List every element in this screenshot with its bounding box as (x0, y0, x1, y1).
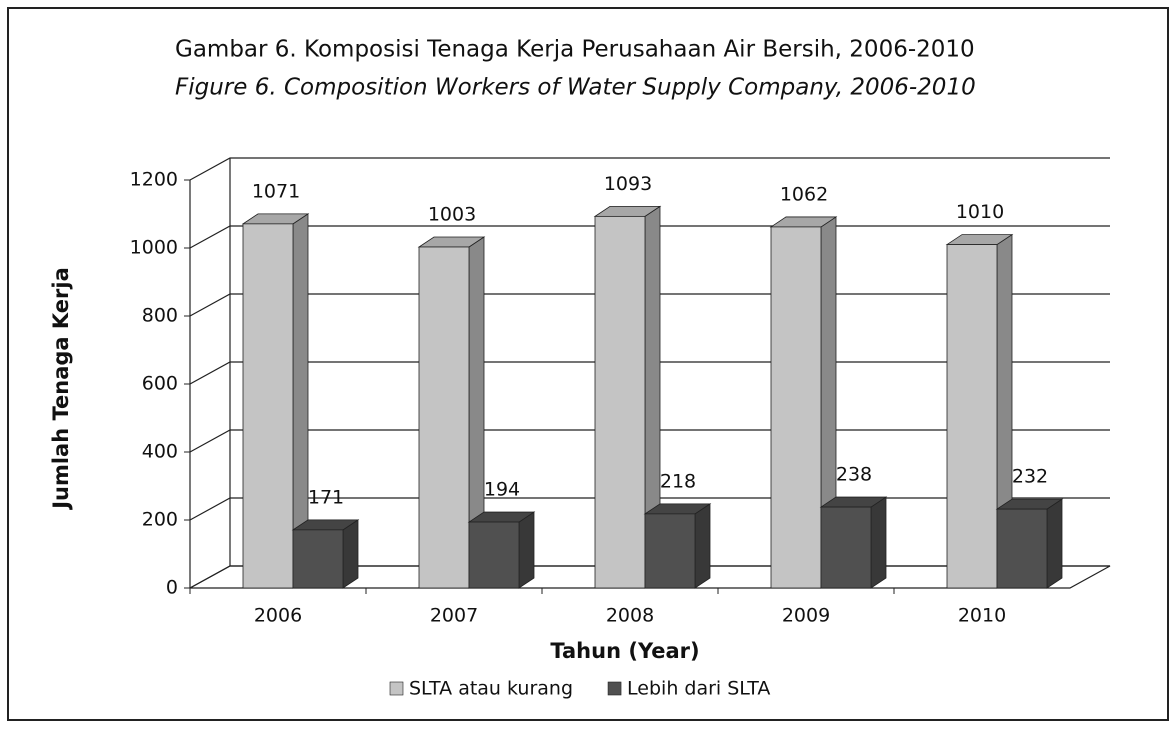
bar (644, 513, 696, 589)
legend-swatch (607, 681, 622, 696)
bar (946, 244, 998, 589)
bar (820, 506, 872, 589)
y-tick-label: 400 (142, 441, 178, 463)
value-label: 1093 (604, 173, 652, 195)
bar (594, 215, 646, 589)
bar-side (342, 519, 359, 589)
value-label: 1010 (956, 201, 1004, 223)
grid-line (189, 157, 1110, 181)
y-tick-label: 800 (142, 305, 178, 327)
bar (418, 246, 470, 589)
chart-subtitle: Figure 6. Composition Workers of Water S… (175, 75, 976, 101)
value-label: 1062 (780, 183, 828, 205)
value-label: 171 (308, 486, 344, 508)
value-label: 238 (836, 464, 872, 486)
value-label: 232 (1012, 466, 1048, 488)
legend-label: SLTA atau kurang (409, 678, 573, 700)
value-label: 218 (660, 470, 696, 492)
x-axis-label: Tahun (Year) (550, 639, 699, 663)
y-tick-label: 0 (166, 577, 178, 599)
x-tick-label: 2010 (958, 605, 1006, 627)
bar (770, 226, 822, 589)
y-tick-label: 1000 (130, 237, 178, 259)
y-tick-label: 600 (142, 373, 178, 395)
bar (996, 508, 1048, 589)
bar-side (1046, 498, 1063, 589)
bar-side (870, 496, 887, 589)
chart-title: Gambar 6. Komposisi Tenaga Kerja Perusah… (175, 37, 975, 63)
y-tick-label: 200 (142, 509, 178, 531)
y-axis-label: Jumlah Tenaga Kerja (49, 267, 73, 511)
bar-side (518, 511, 535, 589)
value-label: 194 (484, 479, 520, 501)
x-tick-label: 2008 (606, 605, 654, 627)
x-tick-label: 2006 (254, 605, 302, 627)
bar (292, 529, 344, 589)
x-tick-label: 2009 (782, 605, 830, 627)
legend-label: Lebih dari SLTA (627, 678, 770, 700)
y-tick-label: 1200 (130, 169, 178, 191)
bar-side (694, 503, 711, 589)
bar (242, 223, 294, 589)
value-label: 1071 (252, 180, 300, 202)
legend-swatch (389, 681, 404, 696)
x-tick-label: 2007 (430, 605, 478, 627)
bar (468, 521, 520, 589)
value-label: 1003 (428, 203, 476, 225)
